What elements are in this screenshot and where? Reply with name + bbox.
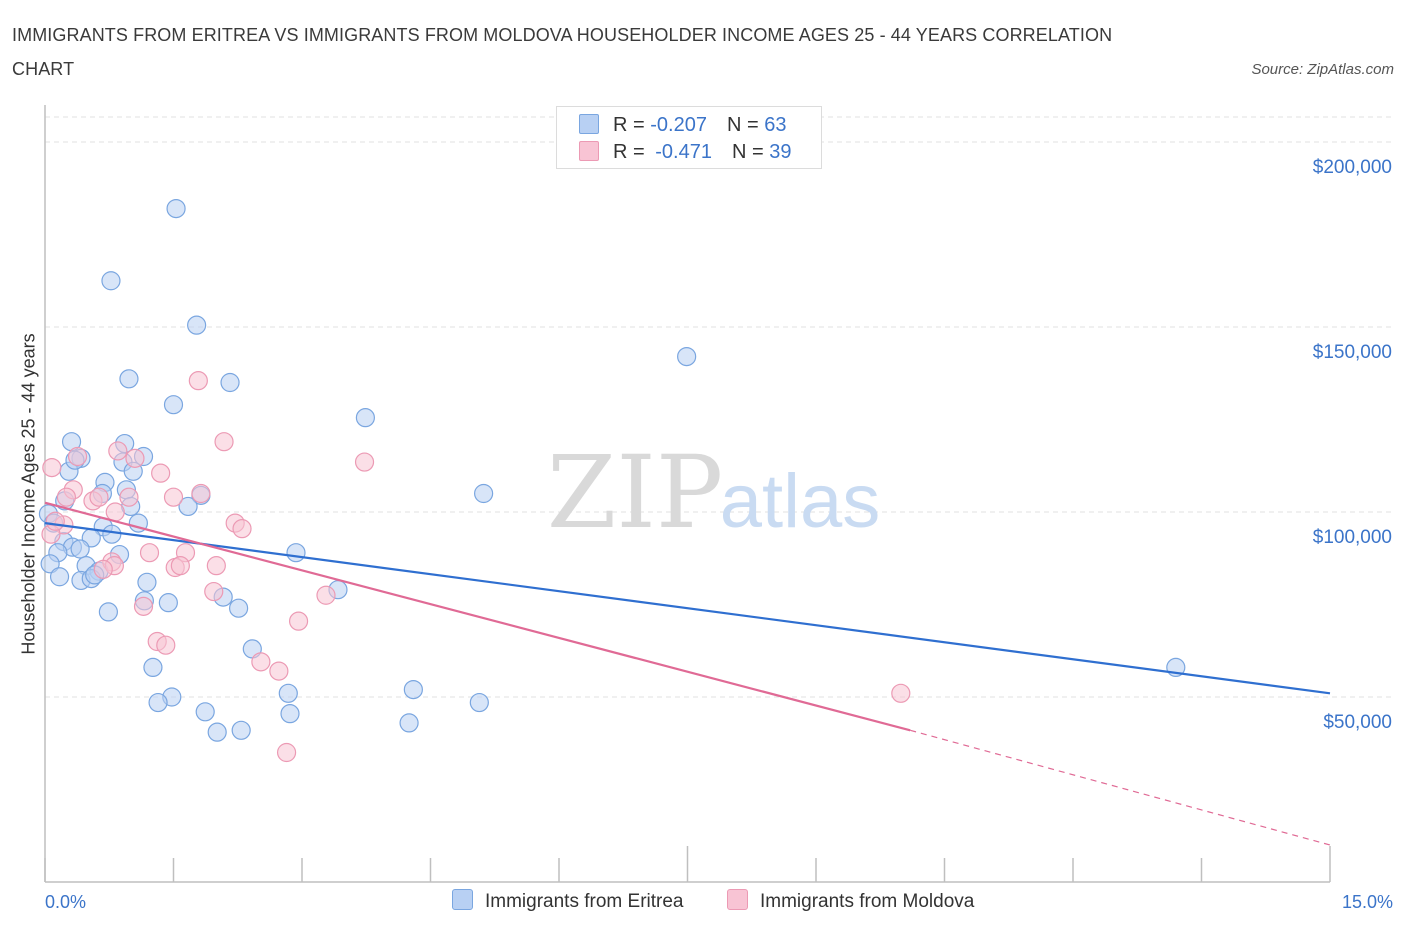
- trendlines: [44, 501, 1331, 846]
- data-point-moldova: [163, 487, 184, 507]
- data-point-eritrea: [280, 704, 300, 724]
- correlation-legend: R = -0.207 N = 63 R = -0.471 N = 39: [556, 106, 822, 169]
- bottom-legend-swatch-moldova: [727, 889, 748, 910]
- data-point-moldova: [139, 543, 160, 563]
- tick-labels: $50,000 $100,000 $150,000 $200,000 0.0% 15.0%: [45, 157, 1393, 912]
- x-tick-label: 15.0%: [1342, 892, 1393, 912]
- axes: [44, 105, 1331, 883]
- data-point-moldova: [119, 487, 139, 507]
- data-point-moldova: [133, 596, 154, 616]
- x-tick-label: 0.0%: [45, 892, 86, 912]
- bottom-legend-swatch-eritrea: [452, 889, 473, 910]
- trendline-eritrea: [44, 522, 1331, 695]
- data-point-eritrea: [98, 602, 118, 622]
- data-point-moldova: [125, 448, 145, 468]
- legend-r-value: -0.207: [650, 114, 707, 136]
- data-point-eritrea: [403, 679, 423, 700]
- source-label: Source: ZipAtlas.com: [1251, 61, 1394, 78]
- data-point-moldova: [67, 446, 88, 467]
- data-point-eritrea: [49, 567, 70, 587]
- data-point-eritrea: [166, 199, 186, 219]
- y-tick-label: $200,000: [1313, 157, 1392, 178]
- data-point-moldova: [105, 502, 125, 522]
- data-point-eritrea: [220, 372, 240, 393]
- trendline-moldova: [44, 501, 911, 732]
- data-point-moldova: [232, 519, 252, 539]
- data-point-moldova: [251, 652, 271, 672]
- data-point-eritrea: [119, 369, 139, 389]
- legend-r-label: R =: [613, 114, 651, 136]
- data-point-moldova: [151, 463, 171, 483]
- data-point-moldova: [45, 511, 65, 531]
- data-point-moldova: [206, 556, 226, 576]
- data-point-eritrea: [187, 315, 207, 335]
- series-moldova-points: [41, 371, 911, 763]
- data-point-eritrea: [231, 720, 251, 740]
- data-point-eritrea: [229, 598, 249, 618]
- y-axis-label: Householder Income Ages 25 - 44 years: [18, 333, 39, 655]
- data-point-eritrea: [101, 271, 121, 291]
- legend-r-value: -0.471: [655, 141, 712, 163]
- legend-n-value: 63: [764, 114, 787, 136]
- data-point-eritrea: [278, 683, 298, 703]
- bottom-legend-label-moldova: Immigrants from Moldova: [760, 891, 975, 912]
- data-point-moldova: [354, 452, 375, 472]
- bottom-legend-label-eritrea: Immigrants from Eritrea: [485, 891, 684, 912]
- data-point-eritrea: [195, 702, 215, 722]
- data-point-moldova: [188, 371, 208, 391]
- data-point-moldova: [108, 441, 128, 461]
- data-point-moldova: [191, 483, 211, 504]
- data-point-eritrea: [355, 408, 375, 428]
- bottom-legend-moldova: Immigrants from Moldova: [727, 889, 974, 913]
- data-point-moldova: [204, 581, 224, 602]
- chart-title: IMMIGRANTS FROM ERITREA VS IMMIGRANTS FR…: [12, 25, 1113, 79]
- data-point-moldova: [93, 559, 113, 579]
- y-tick-label: $150,000: [1313, 342, 1392, 363]
- data-point-moldova: [276, 742, 297, 763]
- legend-n-value: 39: [769, 141, 792, 163]
- data-point-moldova: [42, 458, 62, 478]
- data-point-moldova: [269, 661, 289, 681]
- legend-row-moldova: R = -0.471 N = 39: [579, 139, 791, 165]
- data-point-moldova: [56, 487, 77, 507]
- series-eritrea-points: [38, 199, 1186, 742]
- trendline-moldova-extension: [910, 729, 1331, 846]
- legend-row-eritrea: R = -0.207 N = 63: [579, 112, 786, 138]
- data-point-moldova: [89, 487, 109, 507]
- data-point-eritrea: [286, 543, 306, 563]
- data-point-moldova: [316, 585, 336, 605]
- data-point-eritrea: [469, 692, 489, 713]
- data-point-eritrea: [148, 692, 168, 713]
- legend-swatch-moldova: [579, 141, 599, 161]
- data-point-eritrea: [474, 483, 494, 504]
- data-point-eritrea: [158, 593, 178, 613]
- data-point-eritrea: [207, 722, 227, 742]
- data-point-eritrea: [178, 496, 198, 517]
- legend-n-label: N =: [726, 114, 765, 136]
- data-point-eritrea: [399, 713, 419, 733]
- data-point-eritrea: [137, 572, 157, 592]
- data-point-moldova: [156, 635, 176, 655]
- data-point-eritrea: [70, 539, 90, 559]
- y-tick-label: $50,000: [1323, 712, 1392, 733]
- watermark-zip: ZIP: [547, 434, 723, 551]
- data-point-eritrea: [102, 524, 122, 544]
- legend-n-label: N =: [731, 141, 770, 163]
- y-tick-label: $100,000: [1313, 527, 1392, 548]
- data-point-eritrea: [163, 395, 184, 415]
- data-point-eritrea: [40, 554, 60, 574]
- data-point-eritrea: [677, 347, 697, 367]
- data-point-eritrea: [143, 657, 163, 678]
- data-point-moldova: [214, 432, 234, 452]
- watermark-atlas: atlas: [720, 459, 881, 544]
- legend-swatch-eritrea: [579, 114, 599, 134]
- data-point-moldova: [891, 683, 911, 703]
- watermark: ZIP atlas: [547, 434, 880, 551]
- data-point-moldova: [288, 611, 309, 631]
- bottom-legend-eritrea: Immigrants from Eritrea: [452, 889, 683, 913]
- legend-r-label: R =: [613, 141, 651, 163]
- data-point-moldova: [170, 556, 190, 576]
